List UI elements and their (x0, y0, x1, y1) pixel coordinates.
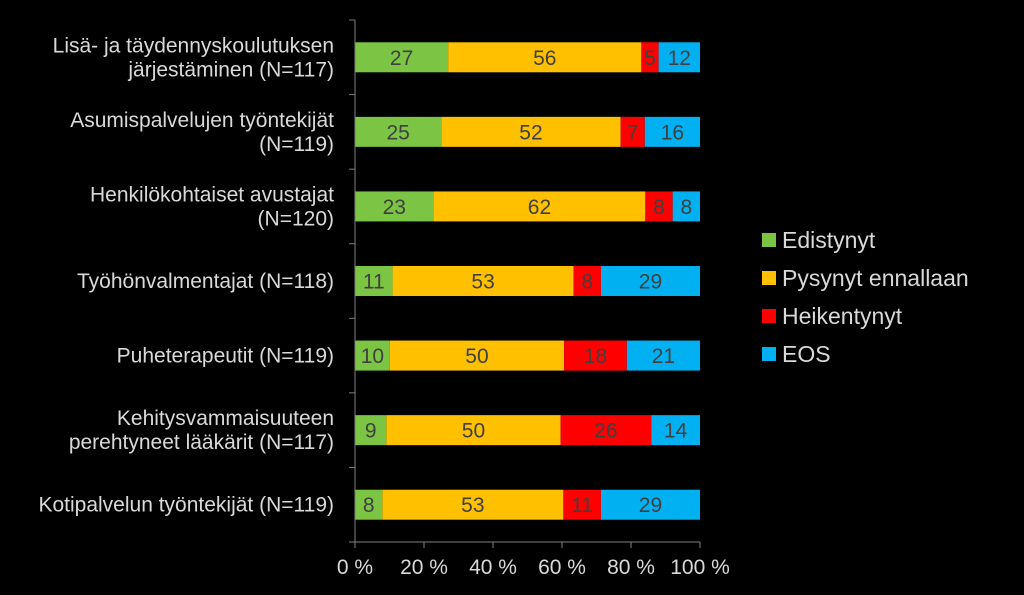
category-label: Asumispalvelujen työntekijät (70, 109, 334, 132)
data-label: 14 (664, 420, 688, 443)
x-tick-label: 100 % (670, 556, 730, 579)
bar-segment-0-1 (355, 116, 442, 147)
bar-segment-1-4 (389, 340, 565, 371)
category-label: Kotipalvelun työntekijät (N=119) (38, 494, 334, 517)
data-label: 10 (361, 345, 384, 368)
data-label: 23 (383, 196, 406, 219)
bar-segment-2-3 (573, 266, 601, 296)
data-label: 9 (365, 420, 377, 443)
data-label: 27 (390, 47, 413, 70)
bar-segment-3-4 (626, 340, 700, 371)
legend-swatch (762, 347, 776, 361)
category-label: Lisä- ja täydennyskoulutuksen (53, 34, 334, 57)
x-tick-label: 0 % (337, 556, 373, 579)
data-label: 52 (519, 121, 542, 144)
data-label: 53 (461, 494, 484, 517)
legend-label: Heikentynyt (782, 303, 903, 329)
data-label: 29 (639, 271, 662, 294)
category-label: Puheterapeutit (N=119) (117, 345, 334, 368)
category-label: Henkilökohtaiset avustajat (90, 183, 334, 206)
data-label: 11 (571, 494, 593, 517)
data-label: 53 (471, 271, 494, 294)
bar-segment-3-6 (600, 489, 700, 520)
data-label: 11 (363, 271, 385, 294)
x-tick-label: 80 % (607, 556, 655, 579)
bar-segment-2-1 (620, 116, 645, 147)
bar-segment-0-6 (355, 489, 383, 520)
category-label: (N=120) (258, 207, 334, 230)
data-label: 8 (653, 196, 665, 219)
bar-segment-3-5 (651, 415, 700, 446)
x-tick-label: 20 % (400, 556, 448, 579)
bar-segment-0-4 (355, 340, 390, 371)
x-tick-label: 40 % (469, 556, 517, 579)
legend-label: Edistynyt (782, 227, 876, 253)
data-label: 62 (528, 196, 551, 219)
bar-segment-1-5 (386, 415, 561, 446)
data-label: 50 (462, 420, 485, 443)
legend-swatch (762, 271, 776, 285)
bar-segment-1-3 (392, 266, 574, 296)
axes-group (349, 19, 701, 548)
bar-segment-0-3 (355, 266, 393, 296)
legend-swatch (762, 309, 776, 323)
bar-segment-3-3 (600, 266, 700, 296)
data-label: 12 (668, 47, 691, 70)
category-label: Työhönvalmentajat (N=118) (77, 270, 334, 293)
data-label: 18 (584, 345, 607, 368)
data-label: 21 (652, 345, 675, 368)
legend-swatch (762, 233, 776, 247)
legend-label: EOS (782, 341, 831, 367)
x-tick-labels: 0 % 20 % 40 % 60 % 80 % 100 % (337, 556, 730, 579)
data-label: 56 (533, 47, 556, 70)
data-label: 8 (363, 494, 375, 517)
bar-segment-0-5 (355, 415, 387, 446)
bar-segment-1-6 (382, 489, 564, 520)
bar-segment-0-2 (355, 191, 434, 222)
data-label: 50 (465, 345, 488, 368)
bar-segment-2-6 (563, 489, 601, 520)
bar-segment-0-0 (355, 42, 449, 73)
bar-segment-3-1 (644, 116, 700, 147)
category-labels: Lisä- ja täydennyskoulutuksenjärjestämin… (38, 34, 334, 516)
category-label: Kehitysvammaisuuteen (117, 407, 334, 430)
category-label: (N=119) (259, 133, 334, 156)
data-label: 5 (644, 47, 656, 70)
legend: Edistynyt Pysynyt ennallaan Heikentynyt EOS (762, 227, 969, 367)
bar-segment-2-0 (641, 42, 659, 73)
bar-segment-2-2 (645, 191, 673, 222)
bar-segment-3-2 (672, 191, 700, 222)
bar-segment-3-0 (658, 42, 700, 73)
data-label: 8 (680, 196, 692, 219)
data-label: 26 (594, 420, 617, 443)
x-tick-label: 60 % (538, 556, 586, 579)
data-label: 8 (581, 271, 593, 294)
data-label: 16 (661, 121, 684, 144)
category-label: perehtyneet lääkärit (N=117) (69, 431, 334, 454)
data-label: 7 (627, 121, 639, 144)
legend-label: Pysynyt ennallaan (782, 265, 969, 291)
category-label: järjestäminen (N=117) (127, 58, 334, 81)
data-label: 25 (386, 121, 409, 144)
bar-segment-1-2 (433, 191, 646, 222)
bar-segment-2-5 (560, 415, 652, 446)
bar-segment-1-1 (441, 116, 621, 147)
bar-segment-2-4 (564, 340, 627, 371)
bar-segment-1-0 (448, 42, 642, 73)
data-label: 29 (639, 494, 662, 517)
